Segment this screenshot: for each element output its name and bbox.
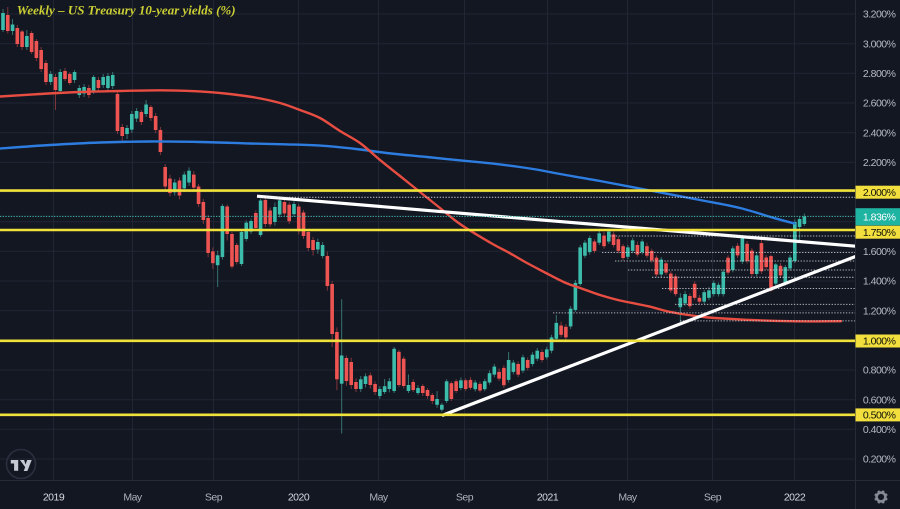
svg-text:0.800%: 0.800% <box>863 365 896 377</box>
svg-text:1.200%: 1.200% <box>863 305 896 317</box>
svg-text:0.400%: 0.400% <box>863 424 896 436</box>
svg-text:Sep: Sep <box>704 492 722 504</box>
svg-text:0.200%: 0.200% <box>863 454 896 466</box>
svg-text:2.000%: 2.000% <box>863 187 896 199</box>
svg-text:Sep: Sep <box>456 492 474 504</box>
svg-text:Sep: Sep <box>205 492 223 504</box>
svg-text:2020: 2020 <box>288 492 310 504</box>
svg-text:2.200%: 2.200% <box>863 157 896 169</box>
svg-text:3.000%: 3.000% <box>863 38 896 50</box>
svg-text:2.400%: 2.400% <box>863 127 896 139</box>
svg-text:2.600%: 2.600% <box>863 98 896 110</box>
svg-text:2.800%: 2.800% <box>863 68 896 80</box>
svg-text:0.500%: 0.500% <box>863 410 896 422</box>
svg-text:1.750%: 1.750% <box>863 227 896 239</box>
svg-text:1.836%: 1.836% <box>863 212 896 224</box>
svg-text:3.200%: 3.200% <box>863 9 896 21</box>
svg-text:1.600%: 1.600% <box>863 246 896 258</box>
svg-text:2019: 2019 <box>43 492 65 504</box>
svg-text:0.600%: 0.600% <box>863 394 896 406</box>
svg-text:May: May <box>123 492 143 504</box>
svg-text:1.000%: 1.000% <box>863 336 896 348</box>
svg-text:1.400%: 1.400% <box>863 276 896 288</box>
svg-text:May: May <box>369 492 389 504</box>
svg-text:Weekly – US Treasury 10-year y: Weekly – US Treasury 10-year yields (%) <box>17 3 236 18</box>
svg-text:May: May <box>618 492 638 504</box>
svg-text:2022: 2022 <box>784 492 806 504</box>
svg-text:2021: 2021 <box>537 492 559 504</box>
